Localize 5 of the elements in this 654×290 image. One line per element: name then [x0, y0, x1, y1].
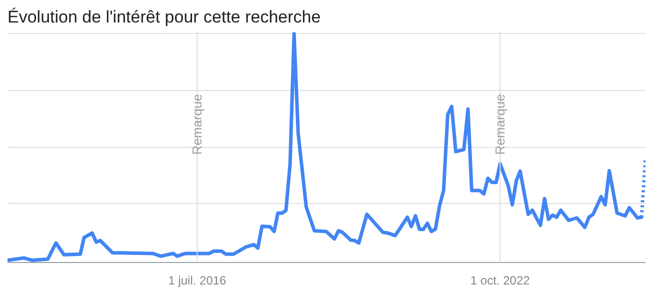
x-tick-label: 1 juil. 2016	[168, 274, 227, 288]
ref-line-label: Remarque	[492, 94, 508, 155]
x-tick-label: 1 oct. 2022	[470, 274, 530, 288]
ref-line-label: Remarque	[190, 94, 205, 155]
chart-title: Évolution de l'intérêt pour cette recherche	[8, 8, 321, 26]
